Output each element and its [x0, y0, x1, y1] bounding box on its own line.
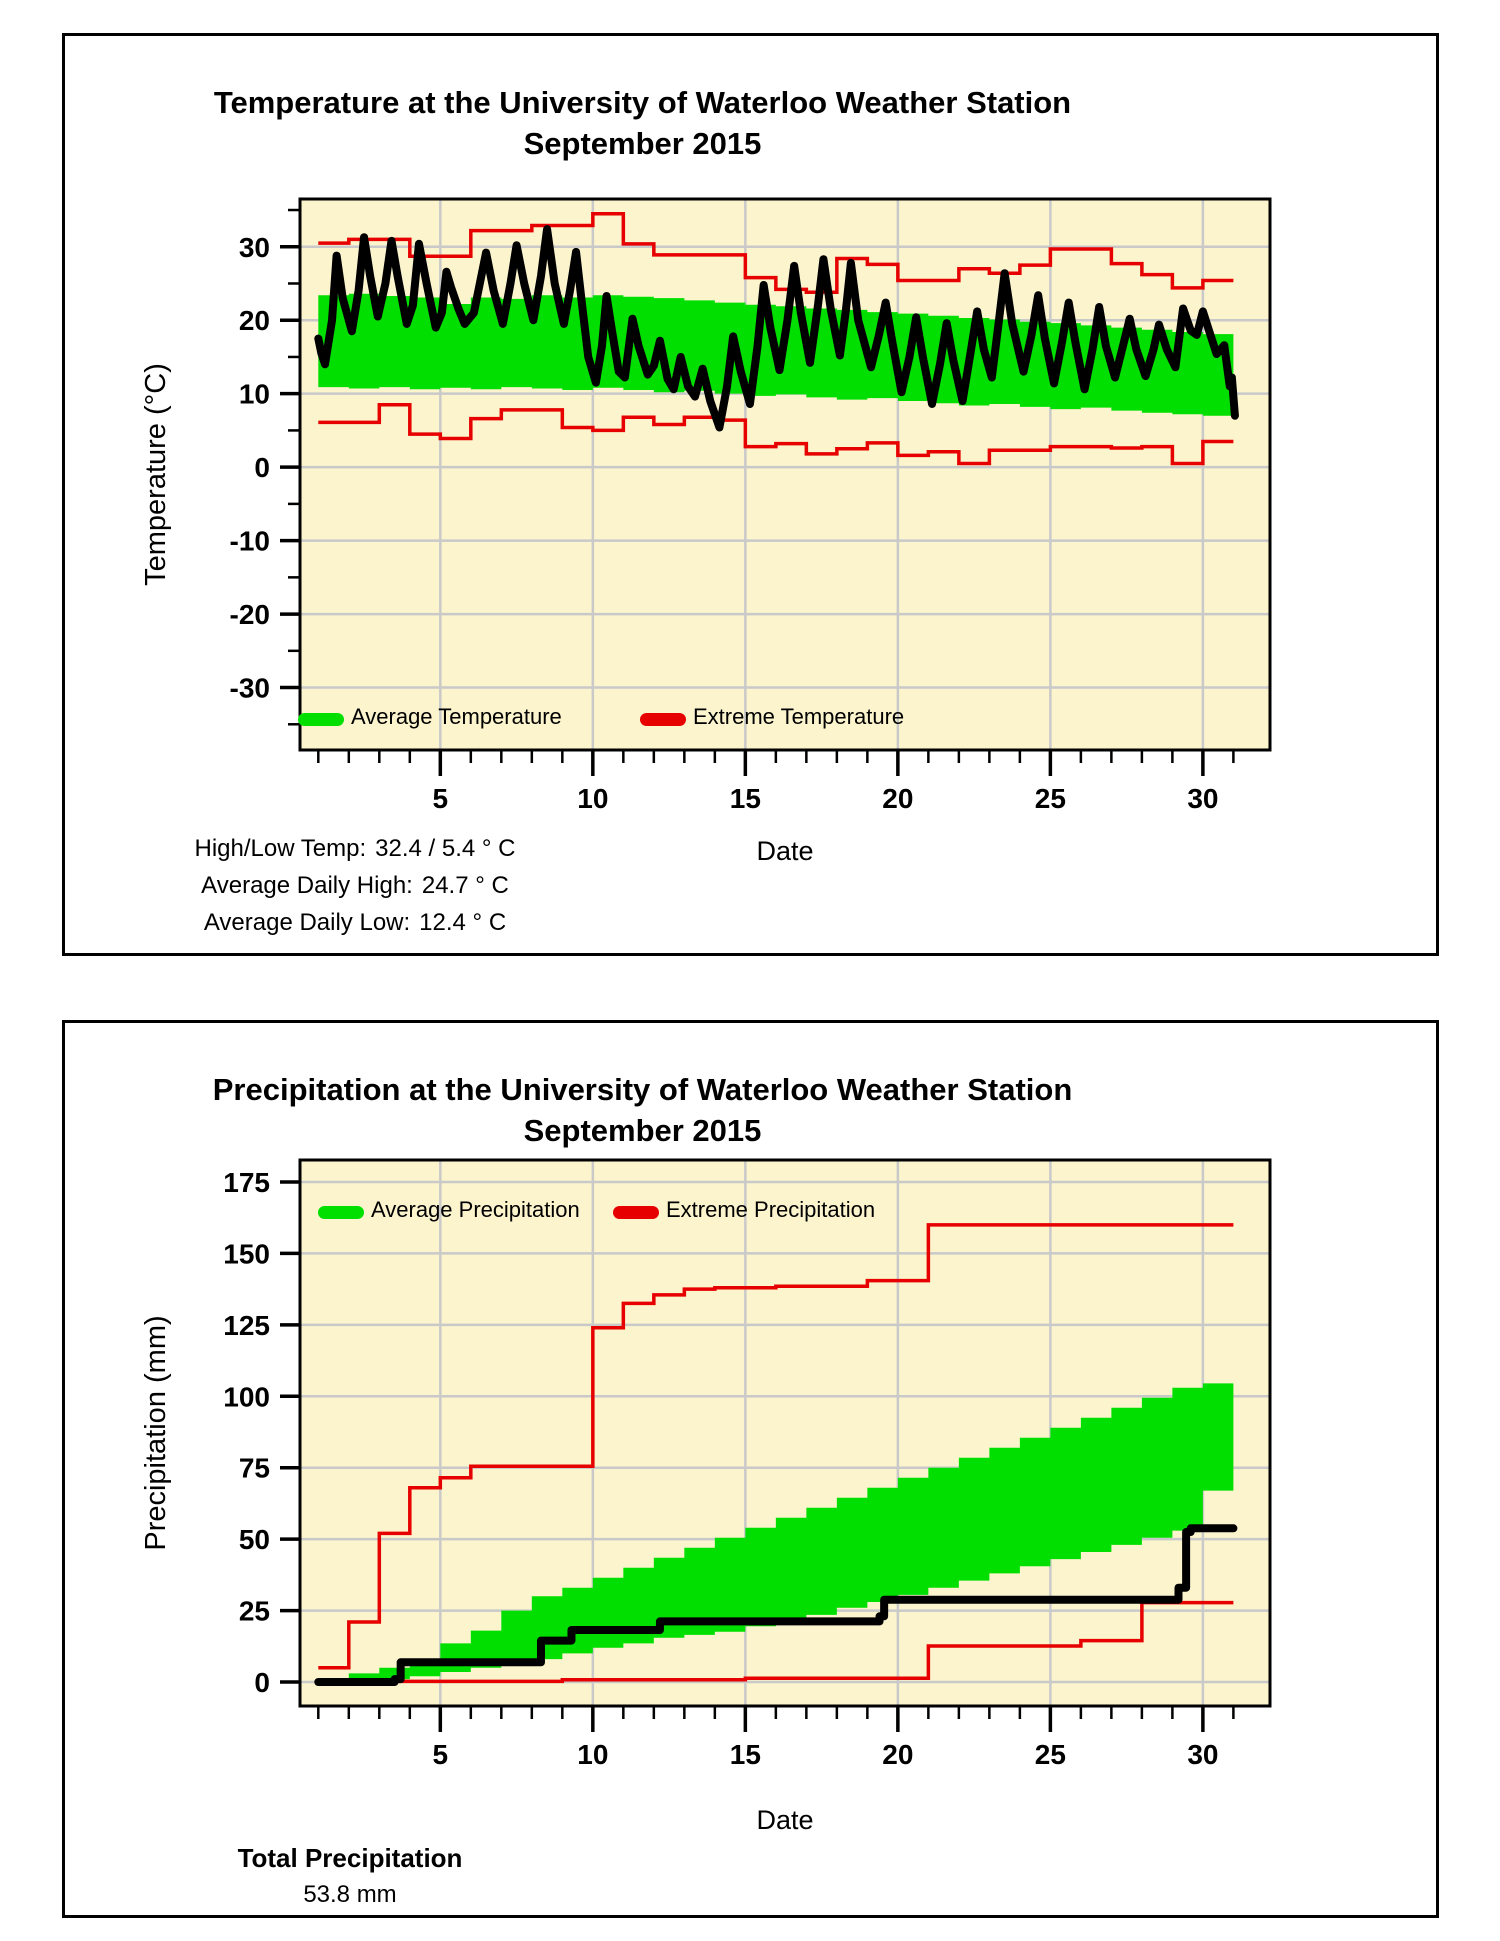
average-precipitation-swatch-icon — [318, 1206, 364, 1219]
actual-temperature — [314, 225, 1239, 432]
temperature-chart: 5 10 15 20 25 30 -30 -20 -10 0 10 20 30 Temperature (… — [140, 197, 1272, 814]
y-tick-label: -10 — [230, 526, 270, 557]
extreme-precipitation-legend-label: Extreme Precipitation — [666, 1197, 876, 1222]
x-tick-label: 15 — [730, 1739, 761, 1770]
record-high-temperature — [318, 211, 1234, 295]
temperature-stats: High/Low Temp: 32.4 / 5.4 ° C Average Dai… — [95, 830, 615, 941]
average-precipitation-legend-label: Average Precipitation — [371, 1197, 580, 1222]
y-tick-label: -20 — [230, 599, 270, 630]
precipitation-title-line2: September 2015 — [523, 1113, 762, 1148]
y-tick-label: 25 — [239, 1596, 270, 1627]
stat-label: Average Daily High: — [201, 872, 413, 899]
precipitation-chart: 5 10 15 20 25 30 0 25 50 75 100 125 150 175 Precipitat… — [140, 1158, 1272, 1770]
y-tick-label: 50 — [239, 1524, 270, 1555]
stat-label: Average Daily Low: — [203, 909, 411, 936]
y-tick-label: 0 — [254, 452, 270, 483]
stat-label: High/Low Temp: — [194, 835, 367, 862]
x-tick-label: 30 — [1187, 1739, 1218, 1770]
precipitation-chart-title: Precipitation at the University of Water… — [65, 1069, 1220, 1151]
stat-value: 32.4 / 5.4 ° C — [375, 835, 516, 862]
actual-precipitation — [314, 1524, 1238, 1686]
y-tick-label: 10 — [239, 379, 270, 410]
y-tick-label: 125 — [223, 1310, 270, 1341]
y-tick-label: 150 — [223, 1238, 270, 1269]
y-tick-label: -30 — [230, 673, 270, 704]
stat-value: 24.7 ° C — [421, 872, 509, 899]
x-tick-label: 15 — [730, 783, 761, 814]
gridlines — [300, 199, 1270, 750]
plot-border — [298, 197, 1272, 752]
y-tick-label: 75 — [239, 1453, 270, 1484]
temperature-chart-title: Temperature at the University of Waterlo… — [65, 82, 1220, 164]
axis-ticks — [280, 208, 1235, 776]
x-tick-label: 25 — [1035, 783, 1066, 814]
x-tick-label: 30 — [1187, 783, 1218, 814]
record-low-precipitation — [318, 1600, 1234, 1684]
average-temperature-legend-label: Average Temperature — [351, 704, 562, 729]
record-high-precipitation — [318, 1223, 1234, 1670]
temperature-x-axis-title: Date — [756, 836, 814, 866]
tick-labels: 5 10 15 20 25 30 0 25 50 75 100 125 150 175 — [223, 1167, 1218, 1770]
axis-ticks — [280, 1180, 1235, 1732]
y-axis-title: Temperature (°C) — [140, 363, 172, 586]
y-tick-label: 30 — [239, 232, 270, 263]
total-precipitation-label: Total Precipitation — [237, 1843, 463, 1873]
y-axis-title: Precipitation (mm) — [140, 1315, 172, 1550]
x-tick-label: 25 — [1035, 1739, 1066, 1770]
total-precipitation-block: Total Precipitation 53.8 mm — [160, 1843, 540, 1909]
x-tick-label: 5 — [433, 1739, 449, 1770]
extreme-temperature-swatch-icon — [640, 713, 686, 726]
tick-labels: 5 10 15 20 25 30 -30 -20 -10 0 10 20 30 — [230, 232, 1219, 814]
temperature-title-line1: Temperature at the University of Waterlo… — [213, 85, 1072, 120]
precipitation-panel: Precipitation at the University of Water… — [62, 1020, 1439, 1918]
y-tick-label: 175 — [223, 1167, 270, 1198]
precipitation-title-line1: Precipitation at the University of Water… — [212, 1072, 1073, 1107]
precipitation-x-axis-title: Date — [756, 1805, 814, 1835]
average-daily-low-stat: Average Daily Low: 12.4 ° C — [95, 904, 615, 941]
average-temperature-swatch-icon — [298, 713, 344, 726]
x-tick-label: 20 — [882, 1739, 913, 1770]
plot-border — [298, 1158, 1272, 1708]
average-daily-high-stat: Average Daily High: 24.7 ° C — [95, 867, 615, 904]
total-precipitation-value: 53.8 mm — [303, 1881, 397, 1908]
y-tick-label: 0 — [254, 1667, 270, 1698]
x-tick-label: 10 — [577, 783, 608, 814]
stat-value: 12.4 ° C — [419, 909, 507, 936]
extreme-temperature-legend-label: Extreme Temperature — [693, 704, 905, 729]
x-tick-label: 10 — [577, 1739, 608, 1770]
temperature-panel: Temperature at the University of Waterlo… — [62, 33, 1439, 956]
high-low-temp-stat: High/Low Temp: 32.4 / 5.4 ° C — [95, 830, 615, 867]
average-precipitation-band — [318, 1383, 1234, 1682]
y-tick-label: 20 — [239, 305, 270, 336]
extreme-precipitation-swatch-icon — [613, 1206, 659, 1219]
y-tick-label: 100 — [223, 1381, 270, 1412]
record-low-temperature — [318, 402, 1234, 466]
x-tick-label: 5 — [433, 783, 449, 814]
temperature-title-line2: September 2015 — [523, 126, 762, 161]
x-tick-label: 20 — [882, 783, 913, 814]
